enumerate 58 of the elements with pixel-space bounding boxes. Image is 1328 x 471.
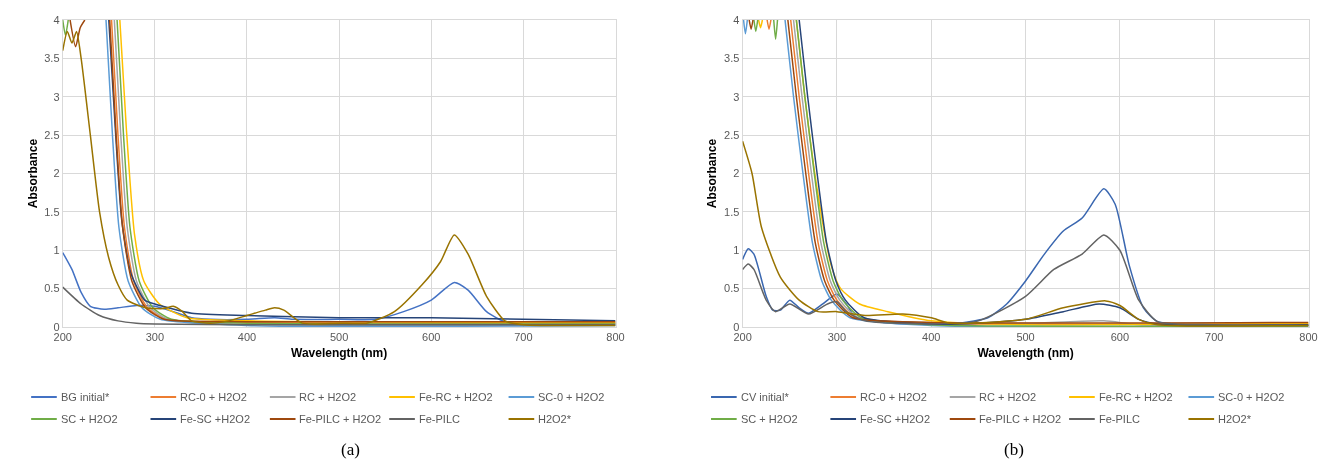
y-tick-label: 0.5 bbox=[44, 282, 60, 295]
y-tick-label: 3 bbox=[733, 90, 740, 103]
y-tick-label: 1 bbox=[53, 244, 60, 257]
y-tick-label: 2.5 bbox=[724, 128, 740, 141]
y-tick-label: 3.5 bbox=[724, 52, 740, 65]
y-tick-label: 0 bbox=[733, 320, 740, 333]
legend-label: SC + H2O2 bbox=[741, 413, 798, 425]
x-axis-title: Wavelength (nm) bbox=[291, 346, 388, 361]
legend-label: SC-0 + H2O2 bbox=[538, 391, 605, 403]
y-tick-label: 4 bbox=[733, 13, 740, 26]
x-tick-label: 200 bbox=[53, 331, 72, 344]
y-tick-label: 2.5 bbox=[44, 128, 60, 141]
legend-label: Fe-PILC + H2O2 bbox=[299, 413, 382, 425]
x-tick-label: 300 bbox=[827, 331, 847, 344]
legend-label: RC-0 + H2O2 bbox=[180, 391, 247, 403]
x-tick-label: 600 bbox=[1110, 331, 1130, 344]
x-tick-label: 500 bbox=[1016, 331, 1035, 344]
legend-label: Fe-PILC bbox=[1099, 413, 1141, 425]
x-tick-label: 700 bbox=[514, 331, 533, 344]
x-tick-label: 700 bbox=[1205, 331, 1224, 344]
x-tick-label: 400 bbox=[237, 331, 257, 344]
x-tick-label: 800 bbox=[1299, 331, 1318, 344]
x-tick-label: 200 bbox=[733, 331, 752, 344]
x-tick-label: 400 bbox=[922, 331, 941, 344]
y-axis-title: Absorbance bbox=[705, 138, 720, 209]
legend-label: Fe-PILC bbox=[419, 413, 461, 425]
legend-label: RC + H2O2 bbox=[979, 391, 1037, 403]
x-axis-title: Wavelength (nm) bbox=[977, 346, 1074, 361]
y-tick-label: 0 bbox=[53, 320, 60, 333]
y-tick-label: 4 bbox=[53, 13, 60, 26]
legend-label: CV initial* bbox=[741, 391, 790, 403]
legend-label: Fe-RC + H2O2 bbox=[419, 391, 493, 403]
legend-label: Fe-PILC + H2O2 bbox=[979, 413, 1062, 425]
text: (b) bbox=[1004, 440, 1024, 459]
y-tick-label: 2 bbox=[733, 167, 740, 180]
x-tick-label: 500 bbox=[329, 331, 349, 344]
legend-label: Fe-SC +H2O2 bbox=[180, 413, 250, 425]
x-tick-label: 300 bbox=[145, 331, 165, 344]
legend-label: RC + H2O2 bbox=[299, 391, 357, 403]
y-tick-label: 3 bbox=[53, 90, 60, 103]
x-tick-label: 800 bbox=[606, 331, 625, 344]
legend-label: RC-0 + H2O2 bbox=[860, 391, 927, 403]
text: (a) bbox=[341, 440, 360, 459]
y-tick-label: 0.5 bbox=[724, 282, 740, 295]
legend-label: Fe-SC +H2O2 bbox=[860, 413, 930, 425]
y-tick-label: 1.5 bbox=[44, 205, 60, 218]
y-axis-title: Absorbance bbox=[25, 138, 40, 209]
legend-label: SC + H2O2 bbox=[61, 413, 118, 425]
legend-label: Fe-RC + H2O2 bbox=[1099, 391, 1173, 403]
y-tick-label: 3.5 bbox=[44, 52, 60, 65]
x-tick-label: 600 bbox=[422, 331, 441, 344]
legend-label: SC-0 + H2O2 bbox=[1218, 391, 1285, 403]
legend-label: H2O2* bbox=[538, 413, 572, 425]
y-tick-label: 1.5 bbox=[724, 205, 740, 218]
y-tick-label: 1 bbox=[733, 244, 740, 257]
y-tick-label: 2 bbox=[53, 167, 60, 180]
legend-label: BG initial* bbox=[61, 391, 111, 403]
legend-label: H2O2* bbox=[1218, 413, 1252, 425]
